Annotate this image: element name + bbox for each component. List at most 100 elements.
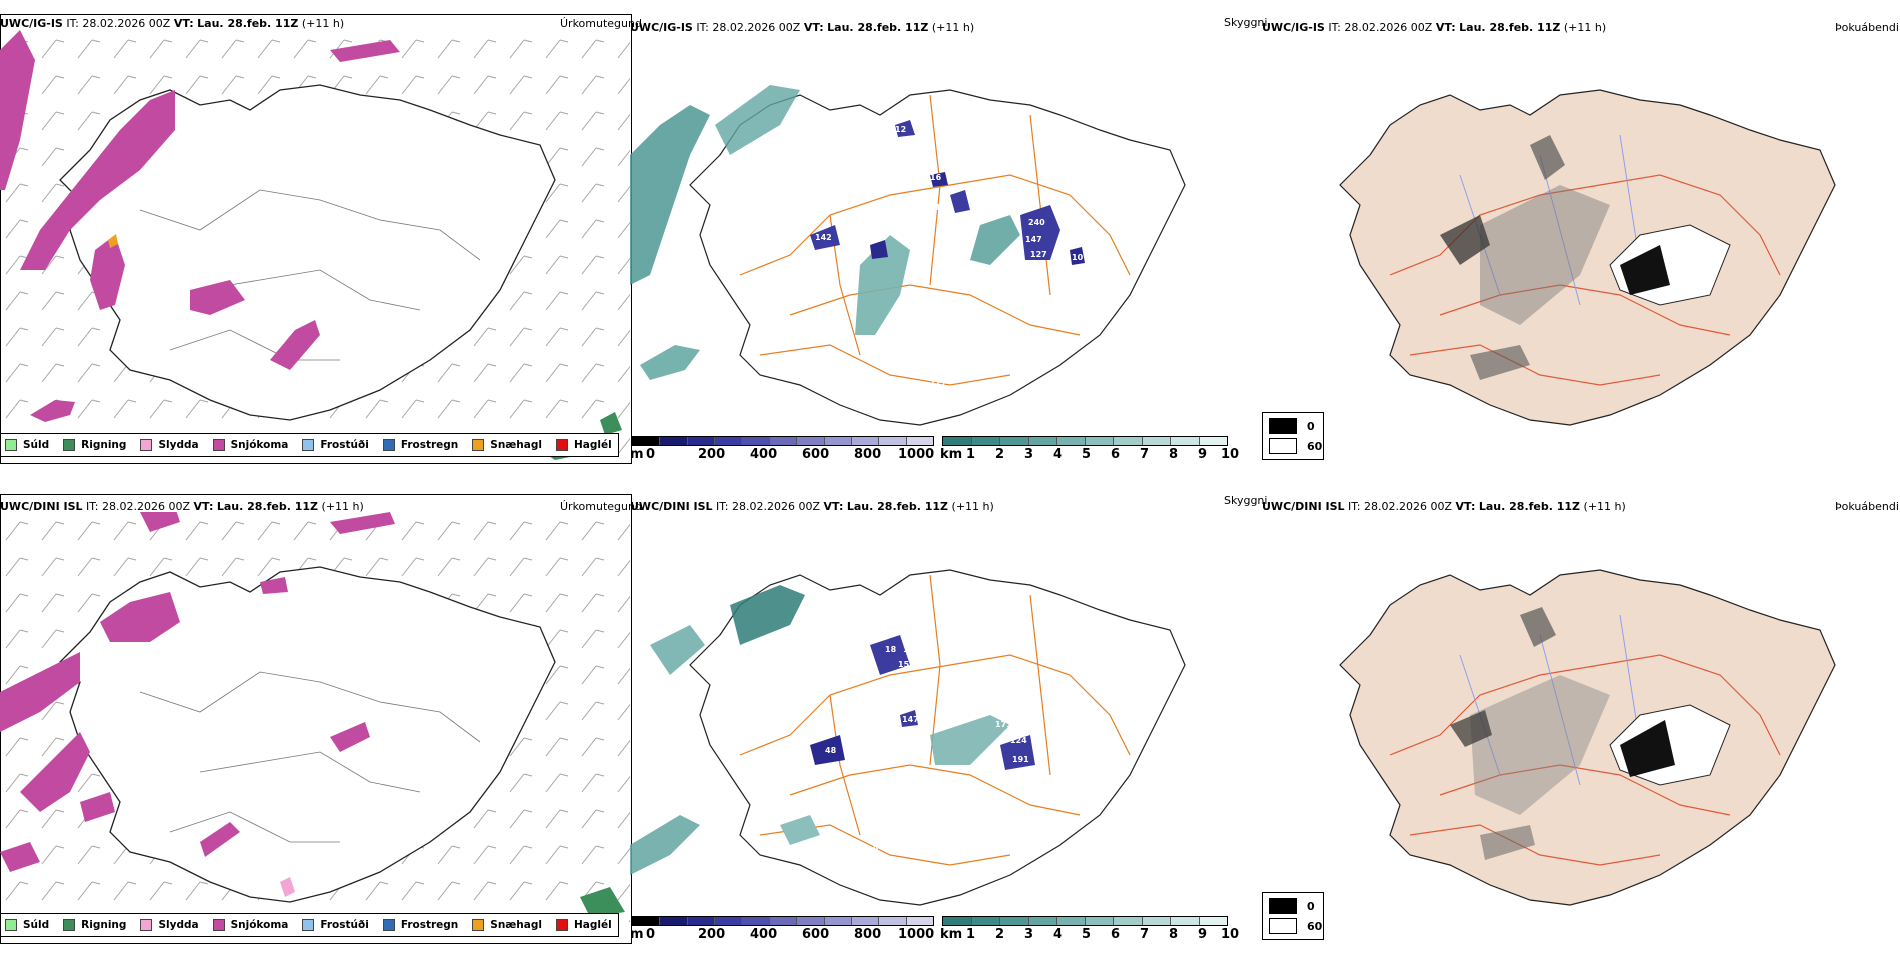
vis-label: 155 [935,203,952,212]
row1-visibility-header: UWC/IG-IS IT: 28.02.2026 00Z VT: Lau. 28… [630,21,975,34]
ceiling-tick: 600 [802,927,830,942]
row2-visibility-scale: km 1 2 3 4 5 6 7 8 9 10 [940,916,1239,942]
row2-fog-title: Þokuábendi [1835,500,1899,513]
legend-item-frostudi: Frostúði [302,919,369,931]
row2-ceiling-scale: m 0 200 400 600 800 1000 [630,916,935,942]
legend-swatch [63,439,76,451]
vis-tick: 2 [995,927,1005,942]
legend-swatch [212,439,225,451]
vis-tick: 5 [1082,447,1092,462]
row2-fog-legend: 0 60 [1262,892,1324,940]
legend-swatch [555,919,568,931]
vis-label: 23 [845,720,856,729]
legend-item-haglel: Haglél [555,919,612,931]
vis-label: 563 [910,238,927,247]
vis-tick: 10 [1221,927,1240,942]
row1-precip-panel: UWC/IG-IS IT: 28.02.2026 00Z VT: Lau. 28… [0,14,642,479]
vis-label: 127 [1030,250,1047,259]
ceiling-colorbar [632,436,934,446]
row1-fog-panel: UWC/IG-IS IT: 28.02.2026 00Z VT: Lau. 28… [1262,14,1899,479]
ceiling-unit: m [630,927,644,942]
vis-label: 13 [875,383,886,392]
vis-label: 240 [1028,218,1045,227]
vis-label: 191 [1012,755,1029,764]
legend-item-slydda: Slydda [140,439,199,451]
vis-tick: 4 [1053,927,1063,942]
ceiling-tick: 400 [750,927,778,942]
row1-header: UWC/IG-IS IT: 28.02.2026 00Z VT: Lau. 28… [0,17,345,30]
vis-label: 147 [902,715,919,724]
visibility-colorbar [942,436,1228,446]
visibility-unit: km [940,927,963,942]
row1-fog-legend: 0 60 [1262,412,1324,460]
legend-item-snaehagl: Snæhagl [472,919,542,931]
vis-label: 171 [995,720,1012,729]
legend-swatch [302,919,315,931]
row1-fog-title: Þokuábendi [1835,21,1899,34]
ceiling-tick: 800 [854,927,882,942]
ceiling-unit: m [630,447,644,462]
row1-fog-header: UWC/IG-IS IT: 28.02.2026 00Z VT: Lau. 28… [1262,21,1607,34]
legend-swatch [472,919,485,931]
vis-label: 18 [885,645,897,654]
legend-swatch [5,439,17,451]
row2-precip-legend: Súld Rigning Slydda Snjókoma Frostúði Fr… [0,913,619,937]
ceiling-tick: 0 [646,927,656,942]
fog-legend-item: 0 [1269,418,1315,434]
vis-label: 127 [930,378,947,387]
row1-precip-legend: Súld Rigning Slydda Snjókoma Frostúði Fr… [0,433,619,457]
visibility-unit: km [940,447,963,462]
ceiling-colorbar [632,916,934,926]
vis-label: 17 [950,153,961,162]
row2-fog-panel: UWC/DINI ISL IT: 28.02.2026 00Z VT: Lau.… [1262,494,1899,959]
legend-item-frostudi: Frostúði [302,439,369,451]
legend-item-snjokoma: Snjókoma [212,919,288,931]
vis-label: 48 [825,746,837,755]
legend-item-rigning: Rigning [63,919,126,931]
legend-swatch [212,919,225,931]
legend-item-slydda: Slydda [140,919,199,931]
legend-item-snaehagl: Snæhagl [472,439,542,451]
vis-label: 16 [930,173,942,182]
vis-label: 171 [978,188,995,197]
fog-legend-item: 60 [1269,918,1322,934]
row1-model: UWC/IG-IS [0,17,63,30]
vis-label: 174 [930,870,947,879]
vis-label: 101 [1005,208,1022,217]
legend-item-suld: Súld [5,439,49,451]
row1-ceiling-scale: m 0 200 400 600 800 1000 [630,436,935,462]
vis-label: 107 [787,683,804,692]
legend-item-haglel: Haglél [555,439,612,451]
row1-visibility-title: Skyggni [1224,16,1268,29]
fog-legend-item: 60 [1269,438,1322,454]
vis-tick: 2 [995,447,1005,462]
vis-tick: 8 [1169,927,1179,942]
vis-label: 30 [775,743,787,752]
ceiling-tick: 0 [646,447,656,462]
legend-swatch [302,439,315,451]
row2-visibility-panel: UWC/DINI ISL IT: 28.02.2026 00Z VT: Lau.… [630,494,1267,959]
legend-swatch [472,439,485,451]
vis-tick: 7 [1140,927,1150,942]
legend-swatch [140,919,153,931]
legend-swatch [5,919,17,931]
vis-tick: 9 [1198,927,1208,942]
row2-header: UWC/DINI ISL IT: 28.02.2026 00Z VT: Lau.… [0,500,364,513]
vis-label: 989 [725,213,742,222]
ceiling-tick: 400 [750,447,778,462]
vis-label: 7 [800,773,806,782]
vis-label: 10 [1072,253,1084,262]
row2-fog-header: UWC/DINI ISL IT: 28.02.2026 00Z VT: Lau.… [1262,500,1626,513]
row2-visibility-map: 152 10 18 14 107 101 48 23 147 171 124 1… [630,569,1186,906]
row2-fog-map [1339,569,1836,906]
legend-item-frostregn: Frostregn [382,919,458,931]
ceiling-tick: 1000 [898,927,935,942]
row2-precip-map [0,512,630,922]
vis-label: 58 [882,865,894,874]
legend-item-suld: Súld [5,919,49,931]
row1-visibility-panel: UWC/IG-IS IT: 28.02.2026 00Z VT: Lau. 28… [630,14,1267,479]
fog-legend-item: 0 [1269,898,1315,914]
vis-tick: 5 [1082,927,1092,942]
ceiling-tick: 1000 [898,447,935,462]
row1-precip-map [0,30,630,460]
